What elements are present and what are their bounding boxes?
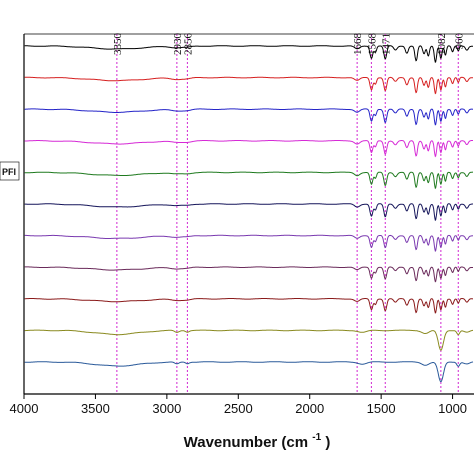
reference-label-2856: 2856 — [182, 33, 194, 56]
x-tick-label-3500: 3500 — [81, 401, 110, 416]
reference-label-1668: 1668 — [352, 33, 364, 56]
spectra-series — [24, 45, 474, 383]
x-tick-label-2500: 2500 — [224, 401, 253, 416]
spectrum-series-7 — [24, 234, 473, 252]
x-axis: 4000 3500 3000 2500 2000 1500 1000 — [10, 394, 467, 416]
x-tick-label-2000: 2000 — [295, 401, 324, 416]
x-tick-label-3000: 3000 — [152, 401, 181, 416]
legend-box — [0, 161, 20, 181]
x-axis-title-superscript: -1 — [312, 432, 321, 443]
legend-label: PFI — [2, 167, 16, 177]
spectrum-series-1 — [24, 45, 473, 63]
x-tick-label-1500: 1500 — [367, 401, 396, 416]
spectrum-series-8 — [24, 266, 473, 283]
reference-label-1471: 1471 — [380, 33, 392, 55]
reference-label-3350: 3350 — [112, 33, 124, 56]
x-axis-title-main: Wavenumber (cm — [184, 434, 308, 451]
x-tick-label-4000: 4000 — [10, 401, 39, 416]
reference-label-960: 960 — [453, 33, 465, 50]
spectrum-series-11 — [24, 361, 474, 383]
spectrum-series-3 — [24, 108, 473, 126]
reference-label-2930: 2930 — [172, 33, 184, 56]
legend: PFI — [0, 161, 20, 181]
x-axis-title: Wavenumber (cm -1 ) — [184, 427, 331, 451]
spectrum-series-10 — [24, 329, 473, 351]
spectrum-series-9 — [24, 297, 473, 314]
spectrum-series-2 — [24, 76, 473, 95]
x-tick-label-1000: 1000 — [438, 401, 467, 416]
plot-frame — [23, 33, 474, 395]
spectrum-series-4 — [24, 140, 473, 158]
spectrum-series-6 — [24, 203, 473, 222]
x-axis-title-close: ) — [325, 434, 330, 451]
reference-label-1568: 1568 — [366, 33, 378, 56]
spectrum-series-5 — [24, 171, 473, 190]
